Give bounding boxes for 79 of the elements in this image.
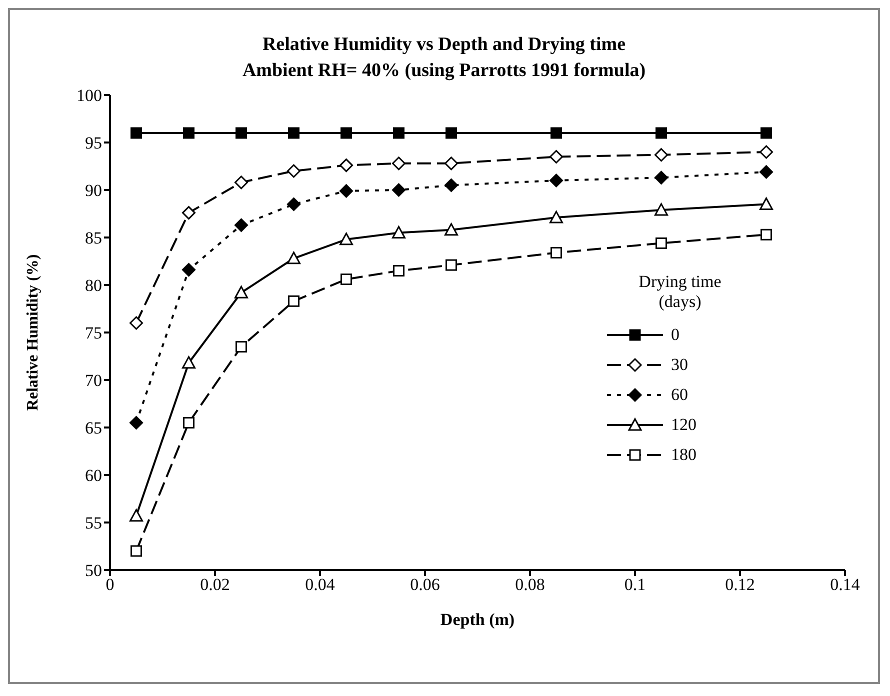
x-tick-label: 0.1	[624, 575, 646, 594]
point	[234, 176, 248, 190]
x-tick-label: 0.06	[410, 575, 440, 594]
x-tick-label: 0.08	[515, 575, 545, 594]
point	[392, 183, 406, 197]
point	[656, 127, 667, 139]
point	[182, 356, 196, 369]
point	[760, 228, 772, 240]
point	[656, 237, 667, 249]
point	[392, 226, 406, 238]
point	[130, 509, 143, 522]
y-tick-label: 80	[85, 276, 102, 296]
point	[654, 170, 668, 184]
point	[654, 203, 668, 216]
point	[182, 263, 196, 277]
point	[340, 274, 352, 286]
point	[130, 545, 142, 557]
point	[183, 127, 194, 139]
y-tick-label: 50	[85, 561, 102, 580]
x-tick-label: 0.02	[200, 575, 230, 594]
chart-title: Relative Humidity vs Depth and Drying time	[261, 33, 627, 57]
y-tick-label: 95	[85, 134, 102, 153]
y-tick-label: 60	[85, 466, 102, 486]
point	[550, 210, 563, 224]
x-tick-label: 0.14	[830, 575, 860, 594]
point	[446, 259, 457, 271]
point	[760, 198, 773, 210]
legend-label: 180	[671, 445, 696, 465]
y-tick-label: 85	[85, 228, 102, 248]
y-tick-label: 65	[85, 418, 102, 438]
y-tick-label: 75	[85, 324, 102, 343]
point	[234, 286, 248, 298]
point	[550, 174, 563, 188]
point	[392, 156, 406, 170]
chart-subtitle: Ambient RH= 40% (using Parrotts 1991 formula)	[241, 59, 647, 83]
y-axis-title: Relative Humidity (%)	[24, 254, 42, 411]
y-tick-label: 70	[85, 371, 102, 390]
point	[130, 127, 142, 139]
point	[444, 156, 458, 170]
point	[550, 127, 562, 139]
point	[287, 164, 300, 178]
legend-label: 0	[671, 325, 680, 345]
point	[760, 145, 773, 159]
point	[288, 127, 300, 139]
point	[236, 341, 247, 352]
point	[183, 417, 194, 428]
y-tick-label: 90	[85, 181, 102, 200]
point	[393, 265, 404, 276]
legend-label: 60	[671, 385, 688, 405]
x-axis-title: Depth (m)	[440, 610, 515, 629]
point	[550, 150, 563, 164]
point	[340, 232, 353, 246]
point	[444, 223, 458, 236]
point	[760, 165, 773, 179]
x-tick-label: 0.12	[725, 575, 755, 594]
point	[182, 206, 196, 220]
point	[130, 316, 143, 330]
legend-title: Drying time (days)	[638, 272, 722, 312]
point	[236, 127, 247, 139]
legend-label: 30	[671, 355, 688, 375]
x-tick-label: 0.04	[305, 575, 336, 594]
point	[446, 127, 457, 139]
point	[444, 178, 458, 192]
point	[234, 218, 248, 232]
point	[393, 127, 404, 139]
x-tick-label: 0	[106, 575, 114, 594]
point	[760, 127, 772, 139]
y-tick-label: 55	[85, 514, 102, 533]
point	[550, 246, 562, 258]
point	[130, 416, 143, 430]
legend-label: 120	[671, 415, 696, 435]
point	[340, 184, 353, 198]
y-tick-label: 100	[76, 86, 102, 106]
point	[340, 158, 353, 172]
point	[340, 127, 352, 139]
point	[654, 148, 668, 162]
point	[287, 198, 300, 211]
point	[287, 252, 300, 264]
point	[288, 295, 300, 307]
